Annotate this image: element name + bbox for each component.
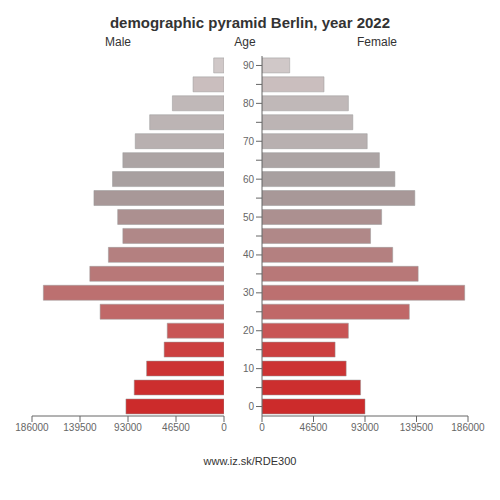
html-text:www.iz.sk/RDE300: www.iz.sk/RDE300 (203, 455, 297, 467)
svg-text:93000: 93000 (351, 422, 379, 433)
svg-text:80: 80 (243, 98, 255, 109)
svg-text:70: 70 (243, 136, 255, 147)
svg-text:0: 0 (248, 401, 254, 412)
svg-text:90: 90 (243, 60, 255, 71)
html-text:Male: Male (105, 35, 131, 49)
svg-text:40: 40 (243, 249, 255, 260)
html-text:Age: Age (234, 35, 256, 49)
svg-text:30: 30 (243, 287, 255, 298)
svg-text:0: 0 (259, 422, 265, 433)
svg-text:93000: 93000 (114, 422, 142, 433)
svg-text:186000: 186000 (451, 422, 485, 433)
svg-text:0: 0 (221, 422, 227, 433)
svg-text:10: 10 (243, 363, 255, 374)
html-text:Female: Female (357, 35, 397, 49)
svg-text:139500: 139500 (400, 422, 434, 433)
html-text:demographic pyramid Berlin, ye: demographic pyramid Berlin, year 2022 (109, 14, 391, 31)
svg-text:46500: 46500 (162, 422, 190, 433)
svg-text:46500: 46500 (300, 422, 328, 433)
svg-text:186000: 186000 (15, 422, 49, 433)
svg-text:20: 20 (243, 325, 255, 336)
svg-text:139500: 139500 (63, 422, 97, 433)
svg-text:50: 50 (243, 212, 255, 223)
svg-text:60: 60 (243, 174, 255, 185)
